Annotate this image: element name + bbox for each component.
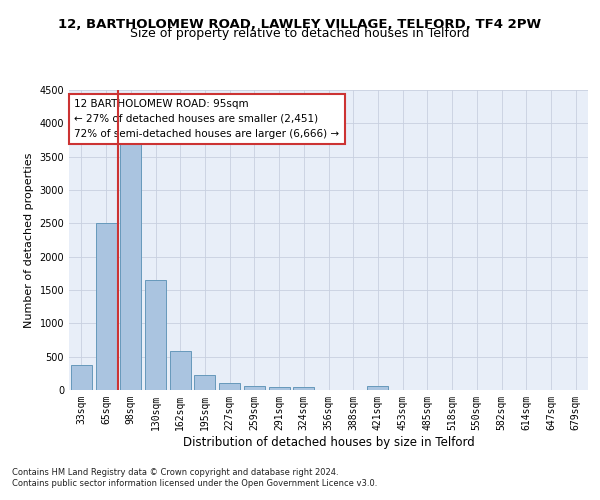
Bar [71, 366, 92, 390]
Text: 12, BARTHOLOMEW ROAD, LAWLEY VILLAGE, TELFORD, TF4 2PW: 12, BARTHOLOMEW ROAD, LAWLEY VILLAGE, TE… [58, 18, 542, 30]
X-axis label: Distribution of detached houses by size in Telford: Distribution of detached houses by size … [182, 436, 475, 448]
Bar [120, 140, 141, 390]
Y-axis label: Number of detached properties: Number of detached properties [24, 152, 34, 328]
Text: Size of property relative to detached houses in Telford: Size of property relative to detached ho… [130, 28, 470, 40]
Bar [145, 280, 166, 390]
Bar [269, 387, 290, 390]
Bar [170, 350, 191, 390]
Bar [244, 386, 265, 390]
Bar [367, 386, 388, 390]
Text: Contains HM Land Registry data © Crown copyright and database right 2024.
Contai: Contains HM Land Registry data © Crown c… [12, 468, 377, 487]
Bar [194, 374, 215, 390]
Bar [219, 383, 240, 390]
Text: 12 BARTHOLOMEW ROAD: 95sqm
← 27% of detached houses are smaller (2,451)
72% of s: 12 BARTHOLOMEW ROAD: 95sqm ← 27% of deta… [74, 99, 340, 138]
Bar [293, 387, 314, 390]
Bar [95, 224, 116, 390]
